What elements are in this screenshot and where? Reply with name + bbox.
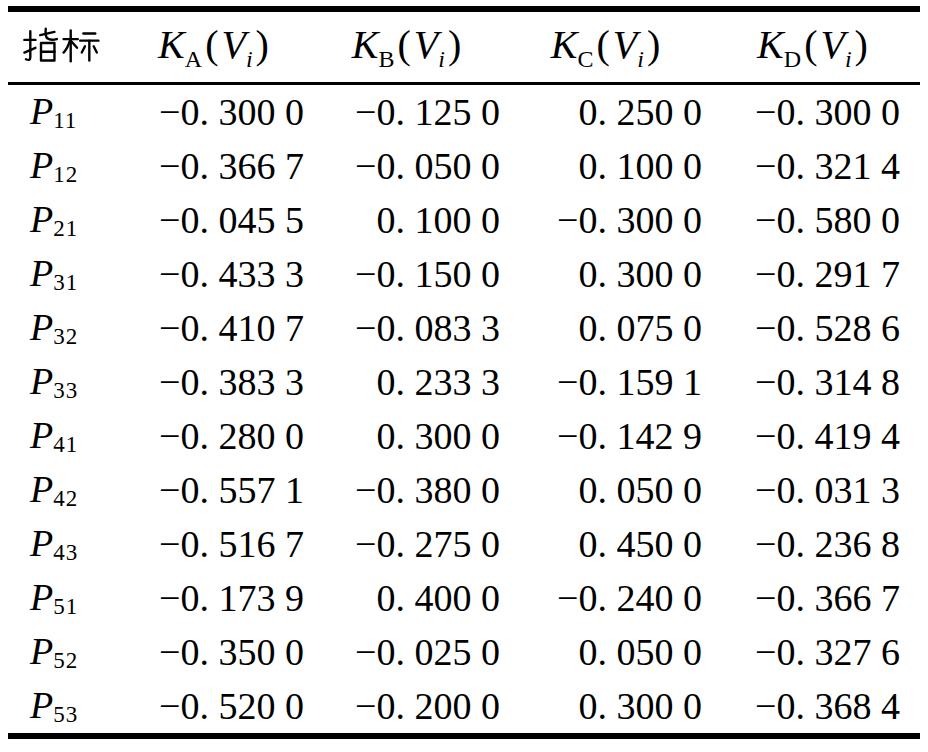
value-cell-kb: 0. 233 3 [310,355,506,409]
value-cell-ka: −0. 366 7 [120,139,310,193]
table-row: P51 −0. 173 9 0. 400 0 −0. 240 0 −0. 366… [8,571,920,625]
indicator-score-table: 指标 KA(Vi) KB(Vi) KC(Vi) KD(Vi) P11 −0. 3… [8,6,920,739]
row-label: P12 [8,139,120,193]
value-cell-kc: −0. 142 9 [506,409,708,463]
value-cell-kd: −0. 314 8 [708,355,920,409]
value-cell-kd: −0. 031 3 [708,463,920,517]
table-row: P42 −0. 557 1 −0. 380 0 0. 050 0 −0. 031… [8,463,920,517]
value-cell-kb: −0. 200 0 [310,679,506,736]
value-cell-kc: 0. 300 0 [506,247,708,301]
math-label-kb: KB(Vi) [352,22,464,67]
value-cell-ka: −0. 410 7 [120,301,310,355]
row-label: P32 [8,301,120,355]
row-label: P11 [8,84,120,140]
table-row: P11 −0. 300 0 −0. 125 0 0. 250 0 −0. 300… [8,84,920,140]
table-row: P41 −0. 280 0 0. 300 0 −0. 142 9 −0. 419… [8,409,920,463]
paper-table-figure: 指标 KA(Vi) KB(Vi) KC(Vi) KD(Vi) P11 −0. 3… [0,0,928,752]
value-cell-ka: −0. 383 3 [120,355,310,409]
value-cell-kc: 0. 075 0 [506,301,708,355]
row-label: P43 [8,517,120,571]
table-row: P33 −0. 383 3 0. 233 3 −0. 159 1 −0. 314… [8,355,920,409]
cjk-biao-glyph [62,27,100,67]
value-cell-kb: −0. 050 0 [310,139,506,193]
value-cell-kc: 0. 250 0 [506,84,708,140]
header-col-ka: KA(Vi) [120,9,310,84]
table-row: P52 −0. 350 0 −0. 025 0 0. 050 0 −0. 327… [8,625,920,679]
table-row: P21 −0. 045 5 0. 100 0 −0. 300 0 −0. 580… [8,193,920,247]
value-cell-kd: −0. 327 6 [708,625,920,679]
row-label: P51 [8,571,120,625]
table-row: P31 −0. 433 3 −0. 150 0 0. 300 0 −0. 291… [8,247,920,301]
row-label: P41 [8,409,120,463]
table-row: P53 −0. 520 0 −0. 200 0 0. 300 0 −0. 368… [8,679,920,736]
value-cell-kb: −0. 083 3 [310,301,506,355]
value-cell-kc: 0. 050 0 [506,625,708,679]
math-label-kd: KD(Vi) [757,22,871,67]
header-row: 指标 KA(Vi) KB(Vi) KC(Vi) KD(Vi) [8,9,920,84]
value-cell-kb: −0. 275 0 [310,517,506,571]
header-col-kc: KC(Vi) [506,9,708,84]
value-cell-ka: −0. 516 7 [120,517,310,571]
value-cell-ka: −0. 045 5 [120,193,310,247]
value-cell-ka: −0. 350 0 [120,625,310,679]
value-cell-kd: −0. 366 7 [708,571,920,625]
value-cell-kb: −0. 025 0 [310,625,506,679]
value-cell-kd: −0. 580 0 [708,193,920,247]
value-cell-kc: −0. 240 0 [506,571,708,625]
value-cell-ka: −0. 557 1 [120,463,310,517]
value-cell-kd: −0. 419 4 [708,409,920,463]
row-label: P21 [8,193,120,247]
row-label: P42 [8,463,120,517]
value-cell-kc: 0. 300 0 [506,679,708,736]
value-cell-ka: −0. 433 3 [120,247,310,301]
value-cell-ka: −0. 300 0 [120,84,310,140]
value-cell-kb: 0. 400 0 [310,571,506,625]
row-label: P33 [8,355,120,409]
table-row: P12 −0. 366 7 −0. 050 0 0. 100 0 −0. 321… [8,139,920,193]
table-row: P32 −0. 410 7 −0. 083 3 0. 075 0 −0. 528… [8,301,920,355]
value-cell-kc: 0. 450 0 [506,517,708,571]
table-row: P43 −0. 516 7 −0. 275 0 0. 450 0 −0. 236… [8,517,920,571]
value-cell-kd: −0. 291 7 [708,247,920,301]
value-cell-ka: −0. 520 0 [120,679,310,736]
value-cell-kb: 0. 100 0 [310,193,506,247]
row-label: P31 [8,247,120,301]
value-cell-kd: −0. 368 4 [708,679,920,736]
cjk-zhi-glyph [22,27,60,67]
value-cell-ka: −0. 173 9 [120,571,310,625]
value-cell-kc: 0. 100 0 [506,139,708,193]
value-cell-kc: 0. 050 0 [506,463,708,517]
header-col-kd: KD(Vi) [708,9,920,84]
value-cell-kb: −0. 150 0 [310,247,506,301]
value-cell-kb: −0. 125 0 [310,84,506,140]
value-cell-kc: −0. 300 0 [506,193,708,247]
value-cell-ka: −0. 280 0 [120,409,310,463]
header-indicator: 指标 [8,9,120,84]
indicator-label-glyphs [22,27,100,67]
value-cell-kc: −0. 159 1 [506,355,708,409]
value-cell-kb: −0. 380 0 [310,463,506,517]
value-cell-kd: −0. 236 8 [708,517,920,571]
table-body: P11 −0. 300 0 −0. 125 0 0. 250 0 −0. 300… [8,84,920,737]
value-cell-kd: −0. 321 4 [708,139,920,193]
row-label: P53 [8,679,120,736]
value-cell-kd: −0. 300 0 [708,84,920,140]
value-cell-kd: −0. 528 6 [708,301,920,355]
row-label: P52 [8,625,120,679]
header-col-kb: KB(Vi) [310,9,506,84]
math-label-ka: KA(Vi) [158,22,272,67]
indicator-label-text: 指标 [100,27,101,28]
value-cell-kb: 0. 300 0 [310,409,506,463]
math-label-kc: KC(Vi) [551,22,663,67]
